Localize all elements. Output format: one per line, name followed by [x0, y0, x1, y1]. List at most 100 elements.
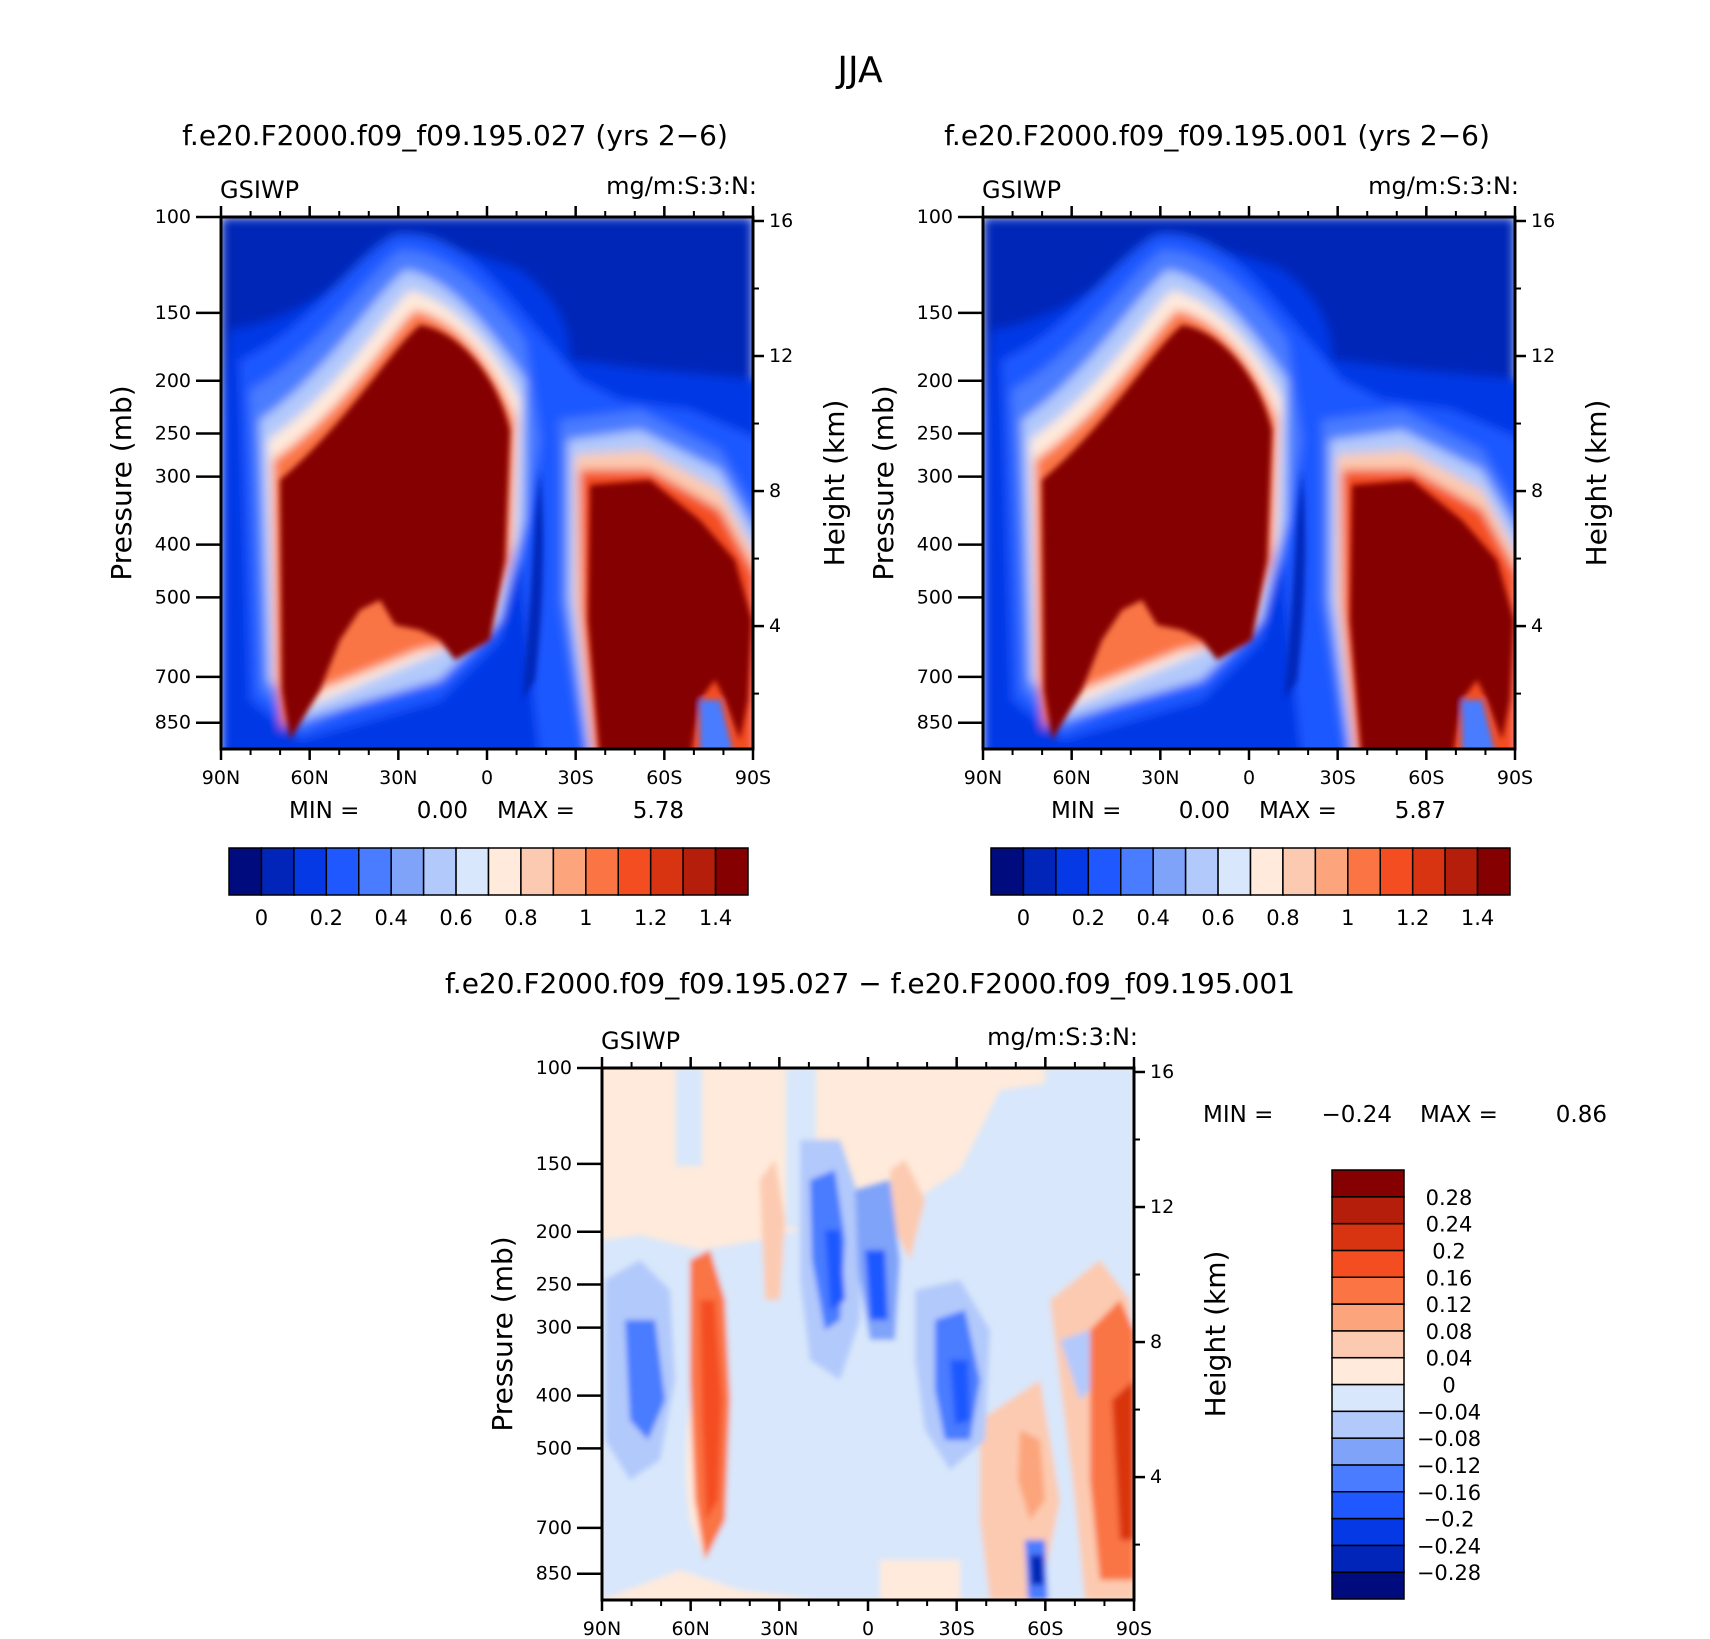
panel-b-colorbar: 0 0.2 0.4 0.6 0.8 1 1.2 1.4 [990, 847, 1511, 930]
colorbar-box [455, 847, 490, 896]
x-tick-label: 30S [939, 1618, 975, 1639]
x-tick-label: 90S [1116, 1618, 1152, 1639]
y2-tick-label: 16 [769, 210, 793, 232]
y2-tick-label: 12 [1150, 1196, 1174, 1218]
y2-tick-label: 4 [769, 615, 781, 637]
y-tick-label: 200 [155, 370, 191, 392]
panel-b-min-value: 0.00 [1179, 798, 1230, 824]
y2-tick-label: 8 [1531, 480, 1543, 502]
panel-b-min-label: MIN = [1051, 798, 1121, 824]
colorbar-box [649, 847, 684, 896]
y-tick-label: 150 [536, 1153, 572, 1175]
panel-c-y2label: Height (km) [1199, 1251, 1232, 1418]
x-tick-label: 30N [1141, 767, 1179, 789]
colorbar-box [228, 847, 263, 896]
panel-c-max-label: MAX = [1420, 1102, 1498, 1128]
colorbar-label: 0.8 [504, 906, 537, 930]
x-tick-label: 0 [1243, 767, 1255, 789]
colorbar-box [422, 847, 457, 896]
colorbar-label: 1 [1341, 906, 1354, 930]
panel-c-min-value: −0.24 [1322, 1102, 1392, 1128]
panel-a-field [221, 217, 753, 749]
panel-b-ylabel: Pressure (mb) [867, 385, 900, 580]
y-tick-label: 300 [536, 1317, 572, 1339]
y-tick-label: 150 [155, 302, 191, 324]
colorbar-label: −0.24 [1417, 1534, 1481, 1558]
colorbar-box [1379, 847, 1414, 896]
panel-a: f.e20.F2000.f09_f09.195.027 (yrs 2−6) GS… [105, 119, 851, 930]
panel-b-variable: GSIWP [982, 176, 1061, 204]
y-tick-label: 150 [917, 302, 953, 324]
colorbar-label: 0.2 [1072, 906, 1105, 930]
colorbar-box [1444, 847, 1479, 896]
colorbar-box [1476, 847, 1511, 896]
colorbar-label: 0.8 [1266, 906, 1299, 930]
colorbar-box [585, 847, 619, 896]
colorbar-box [390, 847, 425, 896]
panel-b-y2label: Height (km) [1580, 400, 1613, 567]
colorbar-box [1331, 1303, 1405, 1332]
y-tick-label: 300 [155, 466, 191, 488]
x-tick-label: 30N [760, 1618, 798, 1639]
y-tick-label: 100 [155, 206, 191, 228]
panel-a-title: f.e20.F2000.f09_f09.195.027 (yrs 2−6) [182, 119, 728, 152]
colorbar-box [1331, 1437, 1405, 1466]
colorbar-box [1331, 1571, 1405, 1600]
panel-a-units: mg/m:S:3:N: [606, 172, 757, 200]
panel-a-min-value: 0.00 [417, 798, 468, 824]
main-title: JJA [835, 50, 883, 91]
y-tick-label: 500 [536, 1437, 572, 1459]
y2-tick-label: 4 [1531, 615, 1543, 637]
y-tick-label: 850 [155, 712, 191, 734]
x-tick-label: 60N [290, 767, 328, 789]
panel-c: f.e20.F2000.f09_f09.195.027 − f.e20.F200… [445, 967, 1607, 1639]
x-tick-label: 60S [1408, 767, 1444, 789]
y-tick-label: 500 [155, 586, 191, 608]
colorbar-box [1331, 1196, 1405, 1225]
y-tick-label: 200 [917, 370, 953, 392]
panel-c-axes: 90N 60N 30N 0 30S 60S 90S 100 150 200 250 300 400 500… [536, 1057, 1174, 1639]
panel-c-title: f.e20.F2000.f09_f09.195.027 − f.e20.F200… [445, 967, 1295, 1000]
y2-tick-label: 12 [769, 345, 793, 367]
panel-a-colorbar: 0 0.2 0.4 0.6 0.8 1 1.2 1.4 [228, 847, 749, 930]
y-tick-label: 400 [917, 534, 953, 556]
panel-c-max-value: 0.86 [1556, 1102, 1607, 1128]
colorbar-label: 0.4 [374, 906, 407, 930]
colorbar-box [714, 847, 749, 896]
y2-tick-label: 8 [1150, 1331, 1162, 1353]
x-tick-label: 30S [1320, 767, 1356, 789]
colorbar-box [1331, 1517, 1405, 1547]
panel-b-field [983, 217, 1515, 749]
y-tick-label: 400 [536, 1385, 572, 1407]
x-tick-label: 90N [202, 767, 240, 789]
colorbar-box [260, 847, 295, 896]
colorbar-box [1331, 1330, 1405, 1359]
colorbar-label: 0 [1017, 906, 1030, 930]
colorbar-box [293, 847, 328, 896]
x-tick-label: 30S [558, 767, 594, 789]
colorbar-label: 0.08 [1426, 1320, 1473, 1344]
panel-b-axes: 90N 60N 30N 0 30S 60S 90S 100 150 200 250 300 400 500… [917, 206, 1555, 789]
colorbar-label: −0.28 [1417, 1561, 1481, 1585]
panel-a-min-label: MIN = [289, 798, 359, 824]
colorbar-box [617, 847, 652, 896]
x-tick-label: 60S [646, 767, 682, 789]
panel-a-ylabel: Pressure (mb) [105, 385, 138, 580]
colorbar-box [1249, 847, 1284, 896]
colorbar-label: 0.6 [439, 906, 472, 930]
x-tick-label: 90N [583, 1618, 621, 1639]
panel-c-field [602, 1068, 1134, 1600]
colorbar-box [1331, 1169, 1405, 1198]
colorbar-label: 0 [1442, 1374, 1455, 1398]
colorbar-box [1152, 847, 1187, 896]
colorbar-box [1331, 1383, 1405, 1413]
colorbar-label: 1 [579, 906, 592, 930]
colorbar-box [1331, 1491, 1405, 1520]
y-tick-label: 400 [155, 534, 191, 556]
colorbar-label: −0.08 [1417, 1427, 1481, 1451]
colorbar-box [1314, 847, 1349, 896]
y-tick-label: 700 [536, 1517, 572, 1539]
panel-a-max-value: 5.78 [633, 798, 684, 824]
colorbar-label: −0.04 [1417, 1400, 1481, 1424]
